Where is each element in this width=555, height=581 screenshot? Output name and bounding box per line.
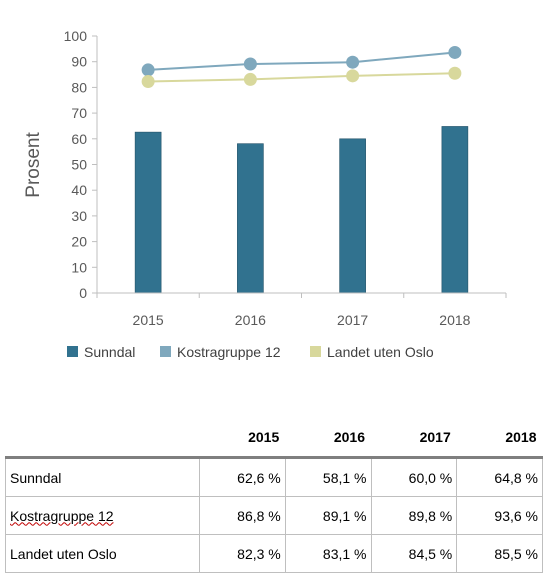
table-header-row: 2015 2016 2017 2018: [6, 418, 543, 458]
table-cell: 58,1 %: [284, 456, 372, 497]
row-label: Landet uten Oslo: [5, 534, 200, 573]
table-cell: 62,6 %: [199, 456, 286, 497]
table-cell: 83,1 %: [284, 534, 372, 573]
bar-sunndal: [134, 131, 162, 294]
row-label-text: Kostragruppe 12: [10, 507, 114, 524]
table-header-cell: 2018: [505, 429, 537, 445]
y-tick-label: 50: [71, 157, 87, 173]
point-landet-uten-oslo: [141, 74, 155, 88]
row-label: Sunndal: [5, 456, 200, 497]
table-cell: 93,6 %: [456, 496, 543, 535]
table-row: Sunndal 62,6 % 58,1 % 60,0 % 64,8 %: [5, 456, 543, 497]
point-landet-uten-oslo: [346, 69, 360, 83]
table-cell: 85,5 %: [456, 534, 543, 573]
point-kostragruppe-12: [448, 45, 462, 59]
point-kostragruppe-12: [346, 55, 360, 69]
bar-sunndal: [441, 126, 469, 294]
y-tick-label: 10: [71, 259, 87, 275]
x-axis: 2015 2016 2017 2018: [96, 292, 507, 328]
x-tick-label: 2015: [133, 312, 164, 328]
y-tick-label: 70: [71, 105, 87, 121]
line-kostragruppe-12: [148, 51, 455, 71]
legend-label: Sunndal: [84, 344, 135, 360]
table-cell: 86,8 %: [199, 496, 286, 535]
table-cell: 82,3 %: [199, 534, 286, 573]
point-kostragruppe-12: [243, 57, 257, 71]
data-table: 2015 2016 2017 2018 Sunndal 62,6 % 58,1 …: [5, 418, 543, 573]
y-tick-label: 100: [64, 28, 88, 44]
table-row: Landet uten Oslo 82,3 % 83,1 % 84,5 % 85…: [5, 534, 543, 573]
y-tick-label: 80: [71, 79, 87, 95]
y-tick-label: 30: [71, 208, 87, 224]
y-tick-label: 40: [71, 182, 87, 198]
legend-swatch: [160, 346, 171, 357]
table-cell: 64,8 %: [456, 456, 543, 497]
legend: Sunndal Kostragruppe 12 Landet uten Oslo: [67, 344, 434, 360]
table-header-cell: 2015: [248, 429, 280, 445]
table-cell: 89,8 %: [370, 496, 458, 535]
bar-sunndal: [237, 143, 264, 294]
legend-swatch: [67, 346, 78, 357]
point-kostragruppe-12: [141, 63, 155, 77]
x-tick-label: 2016: [235, 312, 266, 328]
y-tick-label: 60: [71, 131, 87, 147]
table-cell: 84,5 %: [370, 534, 458, 573]
y-tick-label: 20: [71, 234, 87, 250]
lines: [141, 45, 462, 88]
bars: [134, 126, 469, 294]
x-tick-label: 2017: [337, 312, 368, 328]
table-cell: 89,1 %: [284, 496, 372, 535]
y-ticks: 0 10 20 30 40 50 60 70 80 90 100: [64, 28, 98, 301]
point-landet-uten-oslo: [243, 72, 257, 86]
table-header-cell: 2017: [419, 429, 451, 445]
y-tick-label: 0: [79, 285, 87, 301]
line-landet-uten-oslo: [148, 72, 455, 83]
table-cell: 60,0 %: [370, 456, 458, 497]
y-tick-label: 90: [71, 54, 87, 70]
row-label: Kostragruppe 12: [5, 496, 200, 535]
legend-label: Landet uten Oslo: [327, 344, 434, 360]
table-header-cell: 2016: [333, 429, 365, 445]
table-row: Kostragruppe 12 86,8 % 89,1 % 89,8 % 93,…: [5, 496, 543, 535]
y-axis-label: Prosent: [23, 132, 44, 198]
point-landet-uten-oslo: [448, 66, 462, 80]
bar-sunndal: [339, 138, 366, 294]
legend-swatch: [310, 346, 321, 357]
legend-label: Kostragruppe 12: [177, 344, 281, 360]
table-header-cell: [6, 418, 200, 458]
x-tick-label: 2018: [439, 312, 470, 328]
